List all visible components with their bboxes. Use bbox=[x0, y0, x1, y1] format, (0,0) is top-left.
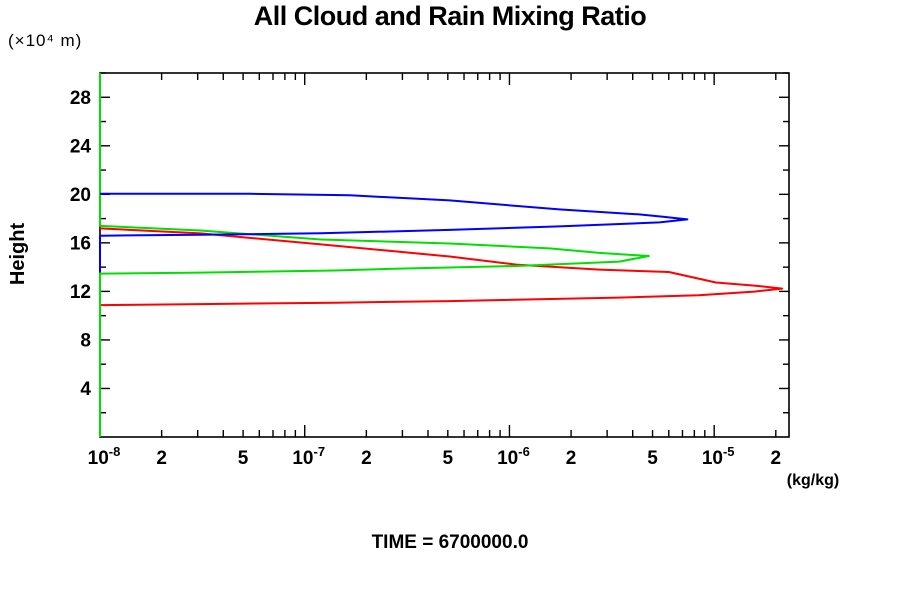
x-tick-label: 5 bbox=[443, 448, 454, 469]
x-tick-label: 2 bbox=[361, 448, 372, 469]
x-tick-label: 10-7 bbox=[292, 444, 325, 469]
blue-series-line bbox=[99, 192, 689, 272]
x-tick-label: 10-5 bbox=[702, 444, 735, 469]
red-series-line bbox=[99, 227, 784, 307]
x-axis-unit-label: (kg/kg) bbox=[786, 472, 840, 489]
x-tick-label: 2 bbox=[771, 448, 782, 469]
x-tick-label: 10-8 bbox=[88, 444, 121, 469]
x-tick-label: 2 bbox=[566, 448, 577, 469]
y-tick-label: 12 bbox=[70, 282, 91, 303]
y-tick-label: 20 bbox=[70, 185, 91, 206]
y-tick-label: 8 bbox=[80, 330, 91, 351]
plot-frame bbox=[99, 72, 790, 438]
y-tick-label: 24 bbox=[70, 136, 92, 157]
x-tick-label: 5 bbox=[238, 448, 249, 469]
x-tick-label: 10-6 bbox=[497, 444, 530, 469]
x-tick-label: 2 bbox=[156, 448, 167, 469]
y-tick-label: 28 bbox=[70, 88, 91, 109]
y-tick-label: 16 bbox=[70, 233, 91, 254]
x-tick-label: 5 bbox=[647, 448, 658, 469]
y-tick-label: 4 bbox=[80, 379, 91, 400]
green-series-line bbox=[99, 73, 650, 437]
chart-title: All Cloud and Rain Mixing Ratio bbox=[253, 1, 647, 31]
time-label: TIME = 6700000.0 bbox=[371, 532, 529, 553]
y-axis-unit-label: (×10⁴ m) bbox=[8, 31, 83, 50]
